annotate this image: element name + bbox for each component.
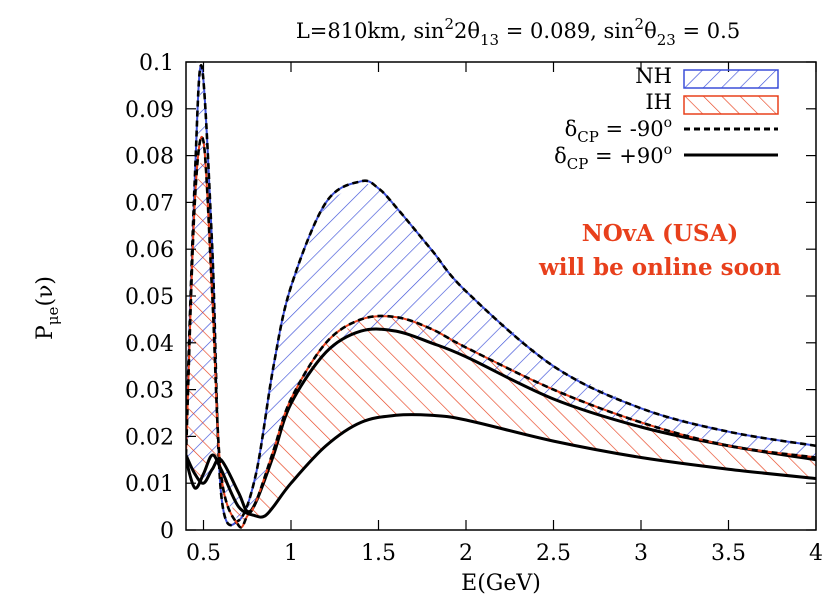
legend-label-delta-minus90: δCP = -90o: [565, 115, 672, 146]
legend-entry-delta-minus90: δCP = -90o: [565, 115, 778, 146]
x-tick-label: 2: [459, 541, 473, 566]
legend-swatch-nh: [683, 69, 779, 89]
y-tick-label: 0.09: [125, 98, 174, 123]
y-axis-label: Pμe(ν): [33, 276, 62, 340]
x-tick-label: 1: [284, 541, 298, 566]
series-line-ih-deltaminus90: [186, 135, 816, 529]
axis-ticks: 0.5 1 1.5 2 2.5 3 3.5 4 0 0.01 0.02 0.03 0.04 0.05 0.0…: [125, 51, 823, 566]
legend-swatch-ih: [683, 95, 779, 115]
y-tick-label: 0.1: [139, 51, 174, 76]
x-axis-label: E(GeV): [461, 571, 541, 596]
legend: NH IH δCP = -90o δCP = +90o: [554, 64, 779, 173]
y-tick-label: 0: [160, 519, 174, 544]
annotation-line-2: will be online soon: [538, 254, 781, 281]
series-line-nh-deltaminus90: [186, 63, 816, 527]
y-tick-label: 0.06: [125, 238, 174, 263]
x-tick-label: 0.5: [186, 541, 221, 566]
legend-label-nh: NH: [635, 64, 672, 88]
plot-area: [186, 63, 816, 529]
y-tick-label: 0.02: [125, 425, 174, 450]
x-tick-label: 4: [809, 541, 823, 566]
y-tick-label: 0.05: [125, 285, 174, 310]
x-tick-label: 3.5: [711, 541, 746, 566]
y-tick-label: 0.08: [125, 145, 174, 170]
x-tick-label: 2.5: [536, 541, 571, 566]
series-lines: [186, 63, 816, 529]
x-tick-label: 3: [634, 541, 648, 566]
chart-title: L=810km, sin22θ13 = 0.089, sin2θ23 = 0.5: [296, 15, 740, 49]
annotation-line-1: NOvA (USA): [582, 220, 739, 247]
legend-label-ih: IH: [645, 90, 672, 114]
legend-label-delta-plus90: δCP = +90o: [554, 142, 672, 173]
x-tick-label: 1.5: [361, 541, 396, 566]
legend-entry-nh: NH: [635, 64, 779, 89]
y-tick-label: 0.04: [125, 332, 174, 357]
nh-band: [186, 66, 816, 521]
series-line-ih-deltaplus90: [186, 413, 816, 519]
series-line-nh-deltaplus90: [186, 327, 816, 514]
annotation: NOvA (USA) will be online soon: [538, 220, 781, 281]
y-tick-label: 0.07: [125, 191, 174, 216]
y-tick-label: 0.03: [125, 379, 174, 404]
legend-entry-ih: IH: [645, 90, 779, 115]
y-tick-label: 0.01: [125, 472, 174, 497]
legend-entry-delta-plus90: δCP = +90o: [554, 142, 778, 173]
